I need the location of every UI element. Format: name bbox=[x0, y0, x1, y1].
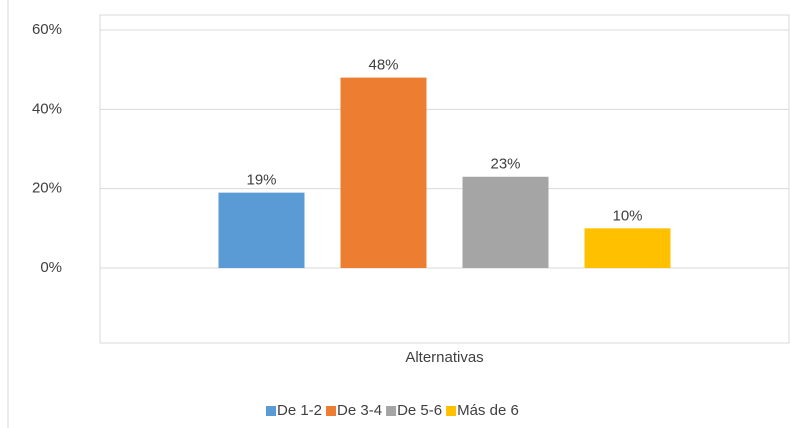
legend-swatch bbox=[446, 406, 457, 416]
plot-frame bbox=[99, 14, 790, 344]
y-tick-label: 60% bbox=[32, 21, 62, 38]
y-tick-label: 0% bbox=[40, 259, 62, 276]
legend-swatch bbox=[386, 406, 397, 416]
bar bbox=[340, 77, 427, 268]
y-tick-label: 40% bbox=[32, 100, 62, 117]
bar bbox=[462, 176, 549, 268]
legend-label: De 1-2 bbox=[277, 402, 322, 419]
data-label: 48% bbox=[368, 57, 398, 74]
legend-label: De 5-6 bbox=[397, 402, 442, 419]
y-tick-label: 20% bbox=[32, 180, 62, 197]
bar bbox=[218, 192, 305, 268]
data-label: 19% bbox=[246, 172, 276, 189]
data-label: 10% bbox=[612, 207, 642, 224]
legend-label: Más de 6 bbox=[457, 402, 519, 419]
x-tick-label: Alternativas bbox=[405, 349, 483, 366]
legend-swatch bbox=[266, 406, 276, 416]
legend-label: De 3-4 bbox=[337, 402, 382, 419]
data-label: 23% bbox=[490, 156, 520, 173]
bar bbox=[584, 228, 671, 268]
legend-swatch bbox=[326, 406, 337, 416]
